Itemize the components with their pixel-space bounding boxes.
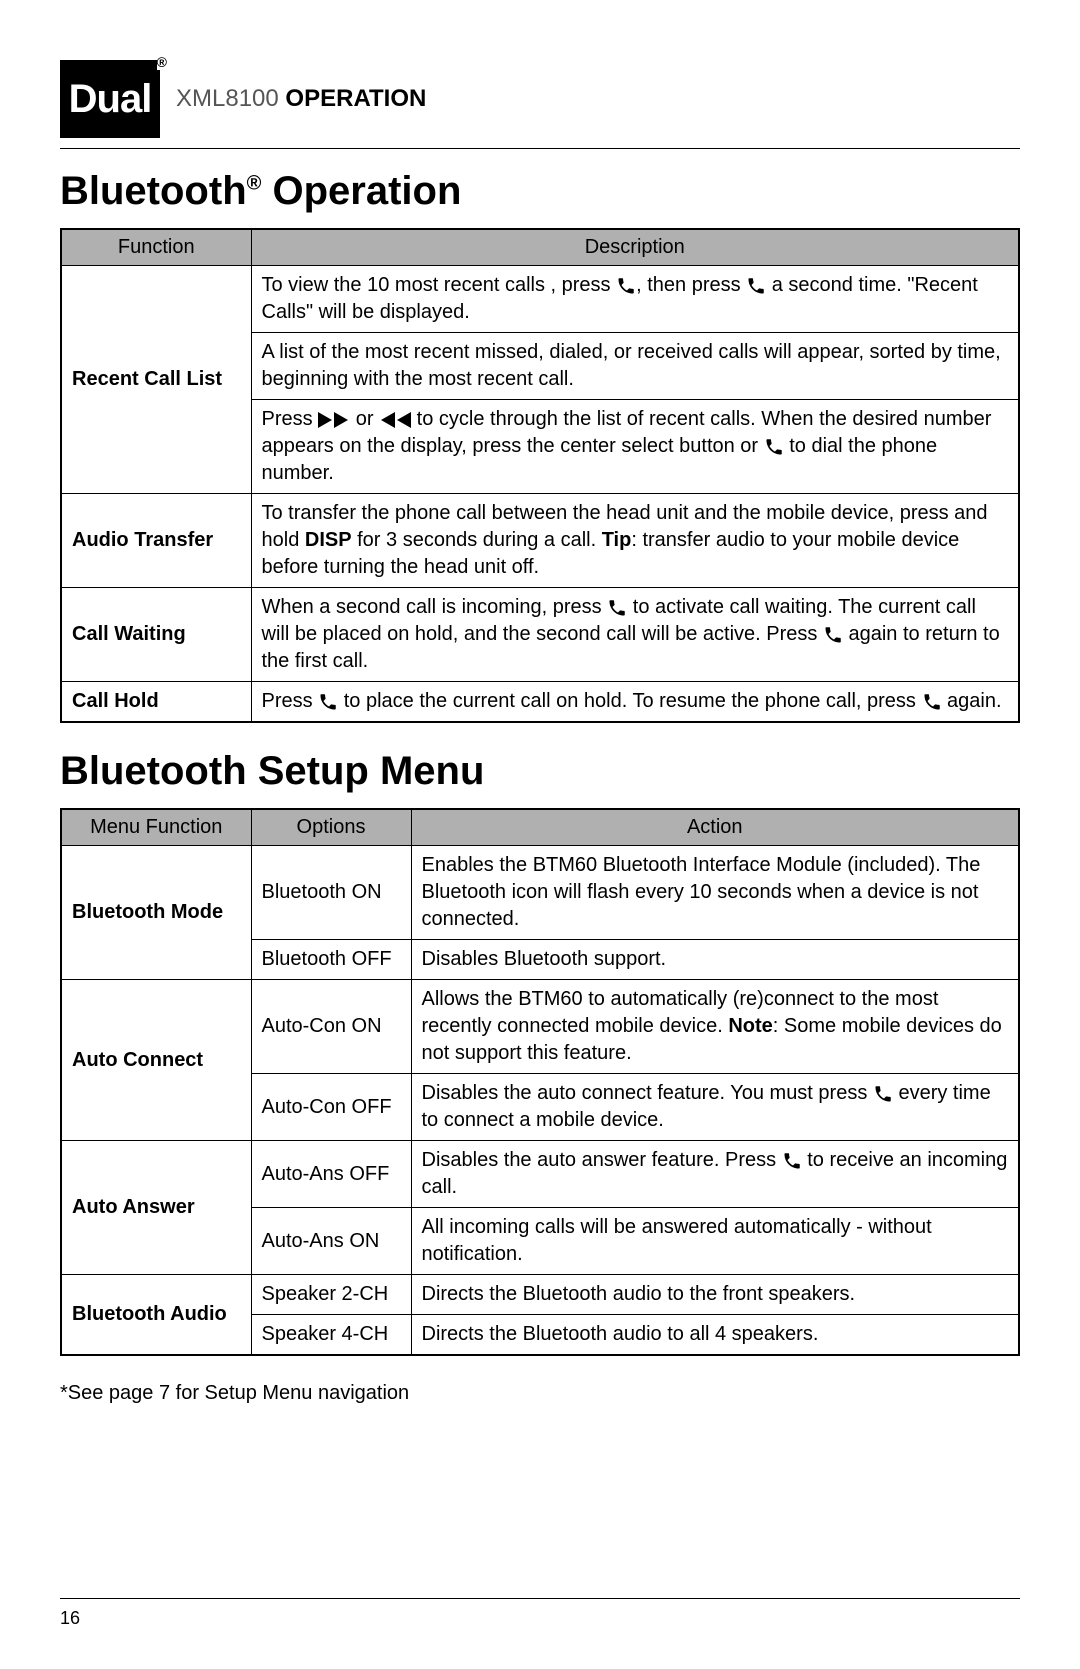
col-function: Function: [61, 229, 251, 266]
option-cell: Bluetooth ON: [251, 846, 411, 940]
page-number: 16: [60, 1608, 80, 1629]
table-row: Recent Call ListTo view the 10 most rece…: [61, 266, 1019, 333]
menu-function-cell: Bluetooth Audio: [61, 1275, 251, 1356]
col-menu-function: Menu Function: [61, 809, 251, 846]
table-row: Audio TransferTo transfer the phone call…: [61, 494, 1019, 588]
action-cell: Allows the BTM60 to automatically (re)co…: [411, 980, 1019, 1074]
registered-superscript: ®: [247, 173, 262, 195]
table-row: Bluetooth AudioSpeaker 2-CHDirects the B…: [61, 1275, 1019, 1315]
action-cell: Disables Bluetooth support.: [411, 940, 1019, 980]
brand-logo: Dual ®: [60, 60, 160, 138]
option-cell: Auto-Con OFF: [251, 1074, 411, 1141]
option-cell: Bluetooth OFF: [251, 940, 411, 980]
option-cell: Auto-Ans OFF: [251, 1141, 411, 1208]
phone-icon: [318, 692, 338, 712]
phone-icon: [764, 437, 784, 457]
col-description: Description: [251, 229, 1019, 266]
function-cell: Recent Call List: [61, 266, 251, 494]
bluetooth-setup-table: Menu Function Options Action Bluetooth M…: [60, 808, 1020, 1356]
option-cell: Speaker 2-CH: [251, 1275, 411, 1315]
table-row: Bluetooth ModeBluetooth ONEnables the BT…: [61, 846, 1019, 940]
option-cell: Auto-Con ON: [251, 980, 411, 1074]
brand-logo-text: Dual: [69, 77, 152, 122]
phone-icon: [823, 625, 843, 645]
description-cell: To view the 10 most recent calls , press…: [251, 266, 1019, 333]
table-row: Call HoldPress to place the current call…: [61, 682, 1019, 723]
table-row: Auto ConnectAuto-Con ONAllows the BTM60 …: [61, 980, 1019, 1074]
footer-rule: [60, 1598, 1020, 1599]
phone-icon: [746, 276, 766, 296]
action-cell: Disables the auto connect feature. You m…: [411, 1074, 1019, 1141]
table-row: Auto AnswerAuto-Ans OFFDisables the auto…: [61, 1141, 1019, 1208]
action-cell: Directs the Bluetooth audio to all 4 spe…: [411, 1315, 1019, 1356]
option-cell: Auto-Ans ON: [251, 1208, 411, 1275]
phone-icon: [607, 598, 627, 618]
option-cell: Speaker 4-CH: [251, 1315, 411, 1356]
table-row: Call WaitingWhen a second call is incomi…: [61, 588, 1019, 682]
description-cell: Press to place the current call on hold.…: [251, 682, 1019, 723]
bluetooth-operation-table: Function Description Recent Call ListTo …: [60, 228, 1020, 723]
section-title-setup-menu: Bluetooth Setup Menu: [60, 749, 1020, 794]
description-cell: A list of the most recent missed, dialed…: [251, 333, 1019, 400]
col-options: Options: [251, 809, 411, 846]
col-action: Action: [411, 809, 1019, 846]
function-cell: Audio Transfer: [61, 494, 251, 588]
header-rule: [60, 148, 1020, 149]
action-cell: Disables the auto answer feature. Press …: [411, 1141, 1019, 1208]
model-number: XML8100: [176, 85, 279, 112]
page-header: Dual ® XML8100 OPERATION: [60, 60, 1020, 138]
phone-icon: [922, 692, 942, 712]
section-title-bluetooth-operation: Bluetooth® Operation: [60, 169, 1020, 214]
footnote-setup-nav: *See page 7 for Setup Menu navigation: [60, 1382, 1020, 1405]
action-cell: Directs the Bluetooth audio to the front…: [411, 1275, 1019, 1315]
registered-mark: ®: [157, 54, 166, 70]
menu-function-cell: Auto Connect: [61, 980, 251, 1141]
action-cell: Enables the BTM60 Bluetooth Interface Mo…: [411, 846, 1019, 940]
function-cell: Call Hold: [61, 682, 251, 723]
menu-function-cell: Auto Answer: [61, 1141, 251, 1275]
rewind-icon: [379, 412, 411, 428]
header-model-line: XML8100 OPERATION: [176, 85, 426, 113]
description-cell: Press or to cycle through the list of re…: [251, 400, 1019, 494]
action-cell: All incoming calls will be answered auto…: [411, 1208, 1019, 1275]
operation-label: OPERATION: [285, 85, 426, 112]
phone-icon: [782, 1151, 802, 1171]
description-cell: When a second call is incoming, press to…: [251, 588, 1019, 682]
fast-forward-icon: [318, 412, 350, 428]
phone-icon: [616, 276, 636, 296]
phone-icon: [873, 1084, 893, 1104]
description-cell: To transfer the phone call between the h…: [251, 494, 1019, 588]
function-cell: Call Waiting: [61, 588, 251, 682]
menu-function-cell: Bluetooth Mode: [61, 846, 251, 980]
